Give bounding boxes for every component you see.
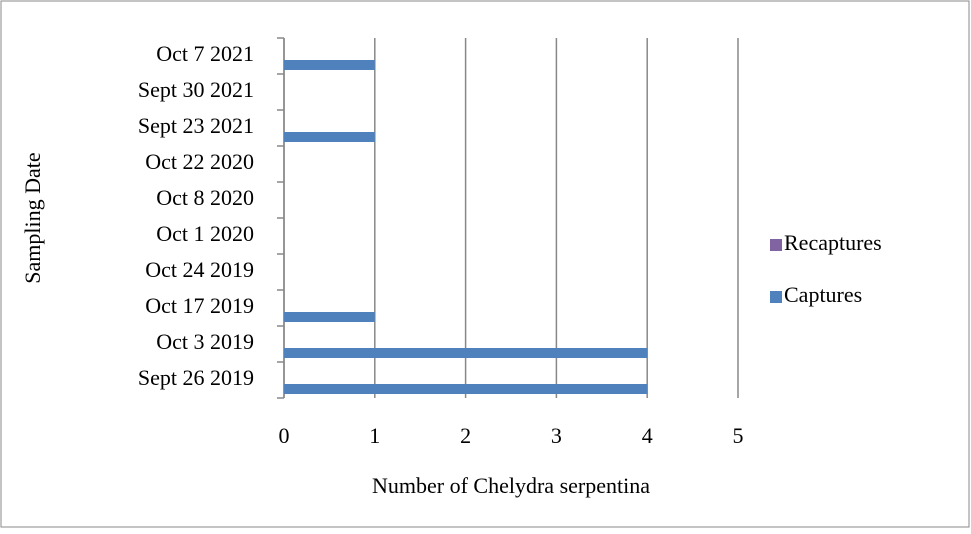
y-tick-label: Oct 3 2019 <box>156 329 254 354</box>
x-tick-label: 5 <box>733 423 744 448</box>
y-tick-label: Oct 22 2020 <box>145 149 254 174</box>
y-tick-label: Sept 30 2021 <box>138 77 254 102</box>
y-tick-label: Sept 23 2021 <box>138 113 254 138</box>
y-tick-label: Oct 24 2019 <box>145 257 254 282</box>
bar <box>284 312 375 322</box>
x-tick-label: 3 <box>551 423 562 448</box>
y-tick-label: Oct 7 2021 <box>156 41 254 66</box>
x-tick-label: 4 <box>642 423 653 448</box>
x-tick-label: 1 <box>369 423 380 448</box>
bar <box>284 132 375 142</box>
bar <box>284 348 648 358</box>
legend-swatch <box>770 239 782 251</box>
bar <box>284 384 648 394</box>
legend-label: Captures <box>784 282 862 307</box>
y-tick-label: Sept 26 2019 <box>138 365 254 390</box>
bar <box>284 60 375 70</box>
x-tick-label: 2 <box>460 423 471 448</box>
y-tick-label: Oct 8 2020 <box>156 185 254 210</box>
y-axis-label: Sampling Date <box>20 152 45 283</box>
x-axis-label: Number of Chelydra serpentina <box>372 473 650 498</box>
x-tick-label: 0 <box>279 423 290 448</box>
y-tick-label: Oct 1 2020 <box>156 221 254 246</box>
legend-swatch <box>770 291 782 303</box>
y-tick-label: Oct 17 2019 <box>145 293 254 318</box>
legend-label: Recaptures <box>784 230 882 255</box>
